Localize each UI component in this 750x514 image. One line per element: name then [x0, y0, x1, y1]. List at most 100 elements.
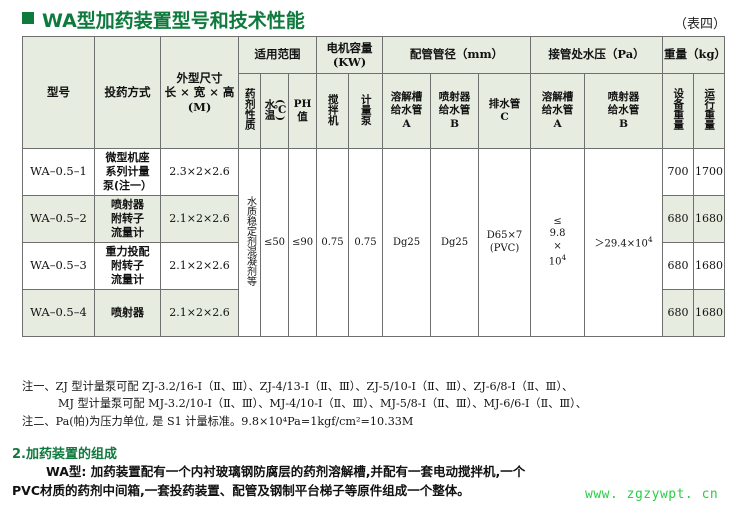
cell-dimensions: 2.1×2×2.6 — [160, 242, 239, 290]
table-row: WA–0.5–3 重力投配 附转子 流量计 2.1×2×2.6 680 1680 — [22, 242, 726, 290]
table-header-row-1: 型号 投药方式 外型尺寸 长 × 宽 × 高 (M) 适用范围 电机容量 (KW… — [22, 36, 726, 149]
subheader-equipment-weight-label: 设备重量 — [672, 88, 685, 131]
section-heading: 2.加药装置的组成 — [12, 447, 117, 462]
cell-equipment-weight: 700 — [662, 148, 695, 196]
cell-wp-dissolve-tank-merged: ≤ 9.8 × 104 — [530, 148, 586, 337]
cell-model: WA–0.5–1 — [22, 148, 95, 196]
subheader-drain-pipe-l1: 排水管 — [488, 97, 521, 110]
section-paragraph-line-2: PVC材质的药剂中间箱,一套投药装置、配管及钢制平台梯子等原件组成一个整体。 — [12, 483, 470, 499]
subheader-pipe-ejector-l1: 喷射器 — [438, 91, 471, 104]
subheader-wp-dissolve-tank-l1: 溶解槽 — [541, 91, 574, 104]
table-header-row-2: 药剂性质 水温(℃) PH 值 搅拌机 计量泵 溶解槽 给水管 — [23, 73, 726, 149]
header-dimensions-line1: 外型尺寸 — [176, 70, 223, 85]
section-paragraph-line-1: WA型: 加药装置配有一个内衬玻璃钢防腐层的药剂溶解槽,并配有一套电动搅拌机,一… — [46, 464, 526, 479]
page-title-bar: WA型加药装置型号和技术性能 （表四） — [22, 6, 728, 32]
cell-running-weight: 1680 — [693, 242, 726, 290]
subheader-mixer: 搅拌机 — [316, 73, 350, 149]
cell-wp-dissolve-tank-base: 10 — [548, 256, 562, 268]
cell-metering-pump-merged: 0.75 — [348, 148, 384, 337]
subheader-wp-dissolve-tank: 溶解槽 给水管 A — [530, 73, 586, 149]
subheader-ph-line2: 值 — [297, 111, 308, 123]
cell-wp-ejector-merged: ＞29.4×104 — [584, 148, 664, 337]
subheader-running-weight: 运行重量 — [693, 73, 726, 149]
cell-dosing-method: 微型机座 系列计量 泵(注一） — [94, 148, 161, 196]
subheader-pipe-dissolve-tank-l1: 溶解槽 — [390, 91, 423, 104]
cell-dosing-method: 重力投配 附转子 流量计 — [94, 242, 161, 290]
cell-model: WA–0.5–2 — [22, 195, 95, 243]
subheader-metering-pump-label: 计量泵 — [359, 93, 372, 126]
square-bullet-icon — [22, 11, 34, 24]
cell-dosing-method-l3: 泵(注一） — [102, 178, 153, 192]
cell-drain-pipe-merged: D65×7 (PVC) — [478, 148, 532, 337]
subheader-ph-line1: PH — [293, 97, 312, 110]
cell-drain-pipe-l2: (PVC) — [489, 242, 520, 254]
site-watermark: www. zgzywpt. cn — [585, 487, 719, 502]
cell-dosing-method-l3: 流量计 — [111, 225, 144, 239]
subheader-agent-property-label: 药剂性质 — [243, 88, 256, 131]
cell-wp-dissolve-tank-l3: × — [553, 240, 562, 252]
notes-block: 注一、ZJ 型计量泵可配 ZJ-3.2/16-I（Ⅱ、Ⅲ）、ZJ-4/13-I（… — [22, 378, 732, 430]
cell-drain-pipe-l1: D65×7 — [486, 230, 523, 241]
cell-water-temp-merged: ≤50 — [260, 148, 289, 337]
page-title: WA型加药装置型号和技术性能 — [42, 10, 305, 32]
cell-agent-property-merged: 水质稳定剂混凝剂等 — [238, 148, 261, 337]
cell-running-weight: 1680 — [693, 289, 726, 337]
subheader-water-temp: 水温(℃) — [260, 73, 289, 149]
subheader-water-temp-label: 水温 — [263, 99, 276, 121]
header-motor-capacity-unit: (KW) — [332, 55, 367, 69]
table-row: WA–0.5–4 喷射器 2.1×2×2.6 680 1680 — [22, 289, 726, 337]
subheader-pipe-dissolve-tank-l3: A — [402, 117, 411, 130]
cell-dimensions: 2.3×2×2.6 — [160, 148, 239, 196]
cell-dosing-method: 喷射器 附转子 流量计 — [94, 195, 161, 243]
header-pipe-diameter: 配管管径（mm） — [382, 36, 532, 74]
spec-table: 型号 投药方式 外型尺寸 长 × 宽 × 高 (M) 适用范围 电机容量 (KW… — [22, 36, 726, 337]
subheader-ph-value: PH 值 — [287, 73, 318, 149]
subheader-running-weight-label: 运行重量 — [703, 88, 716, 131]
subheader-equipment-weight: 设备重量 — [662, 73, 695, 149]
cell-dosing-method-l1: 喷射器 — [111, 198, 144, 212]
cell-model: WA–0.5–3 — [22, 242, 95, 290]
subheader-water-temp-unit: (℃) — [274, 98, 286, 121]
subheader-wp-dissolve-tank-l2: 给水管 — [541, 104, 574, 117]
subheader-mixer-label: 搅拌机 — [326, 93, 339, 126]
header-dimensions: 外型尺寸 长 × 宽 × 高 (M) — [160, 36, 239, 149]
header-dimensions-line2: 长 × 宽 × 高 — [164, 85, 235, 100]
cell-dosing-method: 喷射器 — [94, 289, 161, 337]
subheader-pipe-ejector: 喷射器 给水管 B — [430, 73, 480, 149]
cell-dimensions: 2.1×2×2.6 — [160, 289, 239, 337]
header-model: 型号 — [22, 36, 95, 149]
subheader-pipe-ejector-l3: B — [450, 117, 459, 130]
subheader-wp-ejector-l2: 给水管 — [607, 104, 640, 117]
cell-mixer-merged: 0.75 — [316, 148, 350, 337]
subheader-pipe-ejector-l2: 给水管 — [438, 104, 471, 117]
subheader-pipe-dissolve-tank: 溶解槽 给水管 A — [382, 73, 432, 149]
cell-ph-value-merged: ≤90 — [287, 148, 318, 337]
cell-wp-dissolve-tank-l1: ≤ — [553, 215, 562, 227]
header-motor-capacity: 电机容量 (KW) — [316, 36, 384, 74]
cell-dosing-method-l2: 附转子 — [111, 212, 144, 226]
header-dimensions-line3: (M) — [187, 99, 212, 114]
subheader-wp-ejector-l3: B — [619, 117, 628, 130]
cell-pipe-dissolve-tank-merged: Dg25 — [382, 148, 432, 337]
cell-model: WA–0.5–4 — [22, 289, 95, 337]
note-1-line-1: 注一、ZJ 型计量泵可配 ZJ-3.2/16-I（Ⅱ、Ⅲ）、ZJ-4/13-I（… — [22, 380, 574, 393]
table-row: WA–0.5–1 微型机座 系列计量 泵(注一） 2.3×2×2.6 水质稳定剂… — [22, 148, 726, 337]
section-paragraph: WA型: 加药装置配有一个内衬玻璃钢防腐层的药剂溶解槽,并配有一套电动搅拌机,一… — [12, 462, 732, 501]
subheader-pipe-dissolve-tank-l2: 给水管 — [390, 104, 423, 117]
header-dosing-method: 投药方式 — [94, 36, 161, 149]
cell-wp-ejector-exp: 4 — [647, 234, 653, 244]
note-2: 注二、Pa(帕)为压力单位, 是 S1 计量标准。9.8×10⁴Pa=1kgf/… — [22, 414, 414, 428]
cell-running-weight: 1680 — [693, 195, 726, 243]
subheader-drain-pipe-l2: C — [500, 111, 509, 123]
header-weight: 重量（kg） — [662, 36, 726, 74]
header-applicable-range: 适用范围 — [237, 36, 318, 74]
table-number-label: （表四） — [673, 17, 726, 32]
cell-dosing-method-l3: 流量计 — [111, 272, 144, 286]
subheader-agent-property: 药剂性质 — [238, 73, 261, 149]
subheader-drain-pipe: 排水管 C — [478, 73, 532, 149]
cell-wp-dissolve-tank-exp: 4 — [561, 253, 567, 263]
cell-dosing-method-l1: 重力投配 — [105, 245, 150, 259]
subheader-metering-pump: 计量泵 — [348, 73, 384, 149]
subheader-wp-ejector-l1: 喷射器 — [607, 91, 640, 104]
cell-dosing-method-l1: 喷射器 — [111, 306, 144, 320]
